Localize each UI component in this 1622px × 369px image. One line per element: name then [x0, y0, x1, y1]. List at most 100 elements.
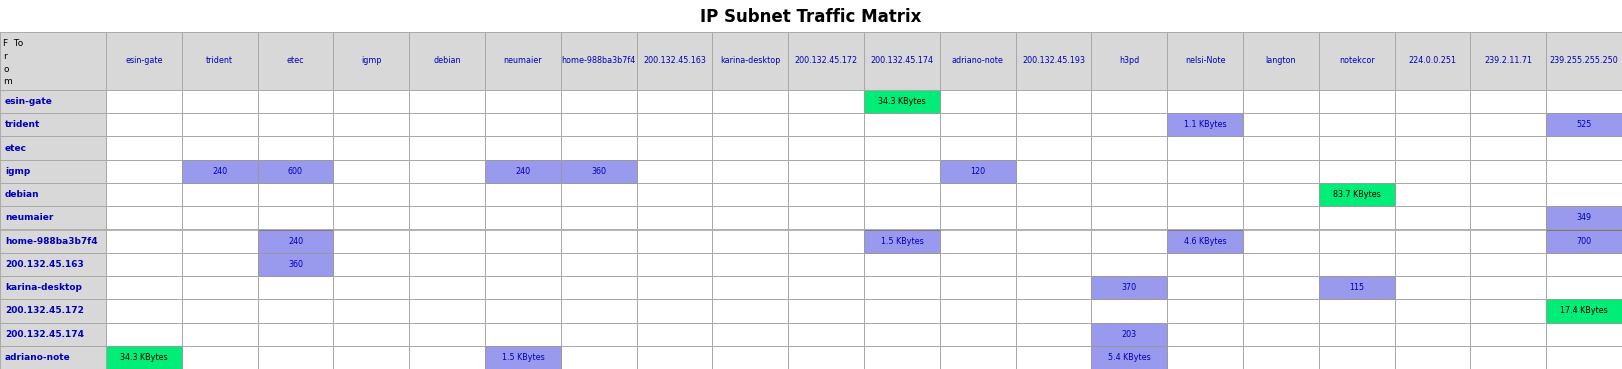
Bar [1242, 90, 1319, 113]
Bar [485, 206, 561, 230]
Text: 1.5 KBytes: 1.5 KBytes [881, 237, 923, 246]
Bar [258, 276, 334, 299]
Bar [939, 323, 1015, 346]
Bar [1471, 276, 1546, 299]
Bar [1242, 32, 1319, 90]
Text: adriano-note: adriano-note [952, 56, 1004, 66]
Bar [1168, 253, 1242, 276]
Bar [788, 90, 865, 113]
Bar [1015, 206, 1092, 230]
Bar [0, 183, 105, 206]
Bar [788, 206, 865, 230]
Text: 700: 700 [1577, 237, 1591, 246]
Bar [1168, 276, 1242, 299]
Bar [1546, 276, 1622, 299]
Bar [712, 183, 788, 206]
Bar [1015, 183, 1092, 206]
Text: debian: debian [433, 56, 461, 66]
Bar [1319, 183, 1395, 206]
Bar [105, 32, 182, 90]
Bar [334, 299, 409, 323]
Bar [1168, 113, 1242, 137]
Bar [865, 137, 939, 160]
Bar [939, 253, 1015, 276]
Text: 34.3 KBytes: 34.3 KBytes [878, 97, 926, 106]
Text: 17.4 KBytes: 17.4 KBytes [1560, 306, 1607, 315]
Bar [636, 230, 712, 253]
Bar [939, 276, 1015, 299]
Bar [1471, 206, 1546, 230]
Bar [105, 183, 182, 206]
Bar [636, 276, 712, 299]
Bar [561, 183, 636, 206]
Bar [1395, 137, 1471, 160]
Bar [939, 183, 1015, 206]
Bar [409, 90, 485, 113]
Bar [1092, 206, 1168, 230]
Bar [105, 276, 182, 299]
Bar [1242, 276, 1319, 299]
Bar [1015, 230, 1092, 253]
Bar [485, 299, 561, 323]
Bar [1092, 346, 1168, 369]
Bar [865, 230, 939, 253]
Bar [409, 276, 485, 299]
Bar [1546, 253, 1622, 276]
Bar [0, 276, 105, 299]
Bar [485, 113, 561, 137]
Bar [1168, 32, 1242, 90]
Bar [1168, 323, 1242, 346]
Bar [1242, 253, 1319, 276]
Bar [939, 90, 1015, 113]
Bar [939, 346, 1015, 369]
Bar [939, 160, 1015, 183]
Bar [636, 206, 712, 230]
Bar [561, 253, 636, 276]
Bar [1092, 276, 1168, 299]
Text: 240: 240 [212, 167, 227, 176]
Bar [1471, 113, 1546, 137]
Bar [788, 137, 865, 160]
Bar [485, 230, 561, 253]
Bar [1546, 206, 1622, 230]
Bar [712, 276, 788, 299]
Bar [409, 299, 485, 323]
Bar [636, 346, 712, 369]
Bar [865, 230, 939, 253]
Bar [258, 32, 334, 90]
Text: 1.1 KBytes: 1.1 KBytes [1184, 120, 1226, 130]
Bar [105, 230, 182, 253]
Bar [1092, 230, 1168, 253]
Bar [258, 113, 334, 137]
Bar [0, 346, 105, 369]
Text: r: r [3, 52, 6, 61]
Bar [0, 160, 105, 183]
Bar [561, 206, 636, 230]
Bar [865, 90, 939, 113]
Bar [485, 90, 561, 113]
Bar [105, 299, 182, 323]
Text: karina-desktop: karina-desktop [720, 56, 780, 66]
Bar [182, 113, 258, 137]
Bar [561, 323, 636, 346]
Text: F  To: F To [3, 39, 23, 48]
Bar [258, 323, 334, 346]
Bar [561, 160, 636, 183]
Bar [409, 113, 485, 137]
Bar [182, 299, 258, 323]
Bar [636, 183, 712, 206]
Bar [636, 323, 712, 346]
Bar [788, 299, 865, 323]
Bar [334, 206, 409, 230]
Bar [334, 137, 409, 160]
Bar [1319, 137, 1395, 160]
Bar [105, 323, 182, 346]
Bar [1319, 113, 1395, 137]
Bar [561, 346, 636, 369]
Bar [409, 183, 485, 206]
Bar [1015, 32, 1092, 90]
Text: 200.132.45.172: 200.132.45.172 [5, 306, 84, 315]
Bar [712, 160, 788, 183]
Bar [1319, 276, 1395, 299]
Bar [1546, 323, 1622, 346]
